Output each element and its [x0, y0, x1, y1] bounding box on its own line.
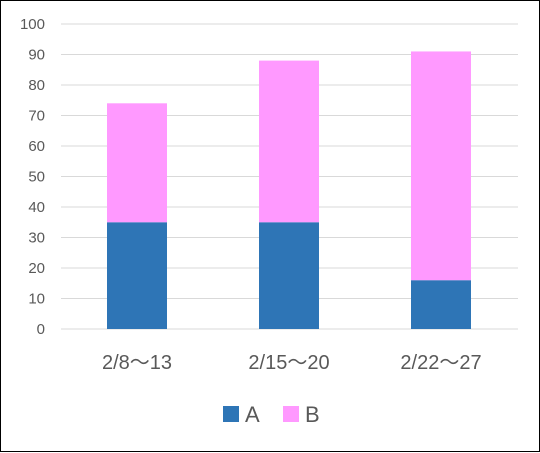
y-tick-label: 70 [28, 108, 45, 125]
bar-a-2 [259, 222, 319, 329]
legend-swatch-b [283, 406, 299, 422]
bars [107, 51, 471, 329]
y-axis-tick-labels: 0 10 20 30 40 50 60 70 80 90 100 [20, 16, 45, 338]
y-tick-label: 60 [28, 138, 45, 155]
x-axis-category-labels: 2/8～13 2/15～20 2/22～27 [102, 352, 482, 374]
bar-a-3 [411, 280, 471, 329]
y-tick-label: 100 [20, 16, 45, 33]
y-tick-label: 0 [37, 321, 45, 338]
x-category-label: 2/22～27 [400, 352, 481, 374]
legend-label-b: B [305, 402, 320, 427]
y-tick-label: 10 [28, 291, 45, 308]
y-tick-label: 90 [28, 47, 45, 64]
y-tick-label: 30 [28, 230, 45, 247]
legend-swatch-a [223, 406, 239, 422]
bar-b-1 [107, 103, 167, 223]
y-tick-label: 40 [28, 199, 45, 216]
x-category-label: 2/15～20 [248, 352, 329, 374]
bar-b-2 [259, 60, 319, 223]
x-category-label: 2/8～13 [102, 352, 172, 374]
y-tick-label: 80 [28, 77, 45, 94]
legend-label-a: A [245, 402, 260, 427]
y-tick-label: 20 [28, 260, 45, 277]
bar-b-3 [411, 51, 471, 281]
y-tick-label: 50 [28, 169, 45, 186]
bar-a-1 [107, 222, 167, 329]
